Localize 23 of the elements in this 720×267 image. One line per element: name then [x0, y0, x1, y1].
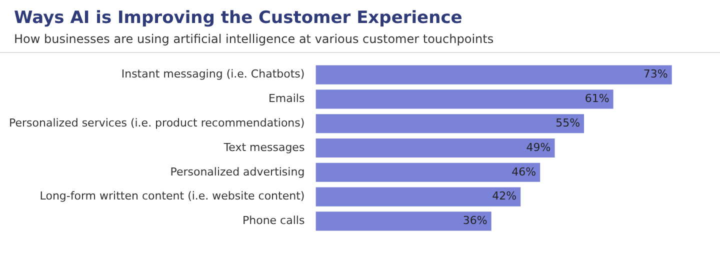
y-tick-label: Text messages — [222, 140, 305, 154]
chart-subtitle: How businesses are using artificial intelligence at various customer touchpoints — [14, 32, 495, 46]
y-tick-label: Phone calls — [242, 214, 305, 228]
bar — [316, 138, 555, 158]
y-tick-label: Personalized services (i.e. product recommendations) — [8, 116, 305, 130]
data-label: 73% — [643, 68, 668, 81]
data-label: 61% — [584, 92, 610, 106]
y-tick-label: Personalized advertising — [170, 165, 305, 178]
y-tick-label: Long-form written content (i.e. website content) — [40, 190, 305, 203]
chart-title: Ways AI is Improving the Customer Experience — [14, 8, 464, 28]
bar — [316, 187, 521, 206]
bar — [316, 90, 614, 109]
bar — [316, 212, 492, 231]
y-tick-label: Emails — [268, 92, 305, 106]
bar — [316, 162, 540, 182]
data-label: 55% — [556, 116, 580, 130]
data-label: 36% — [462, 214, 488, 228]
y-tick-label: Instant messaging (i.e. Chatbots) — [121, 68, 305, 81]
data-label: 42% — [492, 190, 517, 203]
data-label: 49% — [526, 140, 551, 154]
bar — [316, 114, 584, 134]
bar — [316, 65, 672, 84]
data-label: 46% — [512, 165, 536, 178]
